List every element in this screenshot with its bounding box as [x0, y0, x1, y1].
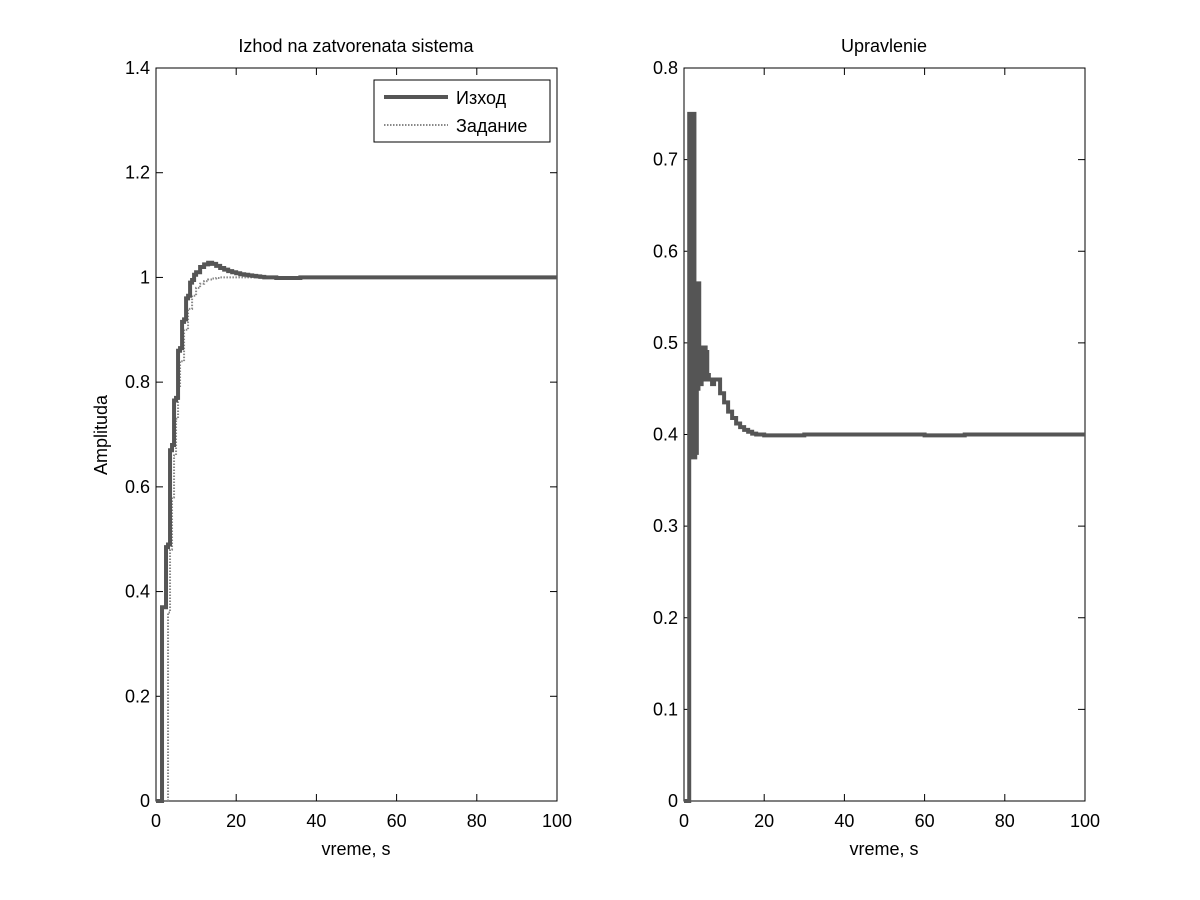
- x-tick-label: 60: [387, 811, 407, 831]
- series-line-output: [156, 260, 557, 803]
- control-plot-area: 0 20 40 60 80 100 0 0.1 0.2 0.3 0.4 0.5 0.6 0.7 0.8: [653, 58, 1100, 831]
- y-tick-label: 0.6: [125, 477, 150, 497]
- output-plot-area: 0 20 40 60 80 100 0 0.2 0.4 0.6 0.8 1 1.2 1.4: [125, 58, 572, 831]
- axes-frame: [155, 67, 558, 802]
- y-tick-label: 1: [140, 267, 150, 287]
- series-line-control: [684, 111, 1085, 803]
- y-tick-label: 0.4: [653, 425, 678, 445]
- x-tick-label: 40: [834, 811, 854, 831]
- y-tick-label: 1.4: [125, 58, 150, 78]
- y-tick-label: 0.8: [653, 58, 678, 78]
- y-tick-label: 0.3: [653, 516, 678, 536]
- y-tick-label: 1.2: [125, 163, 150, 183]
- y-tick-label: 0.1: [653, 699, 678, 719]
- x-tick-label: 100: [1070, 811, 1100, 831]
- x-tick-label: 0: [679, 811, 689, 831]
- y-tick-label: 0.8: [125, 372, 150, 392]
- control-chart-xlabel: vreme, s: [849, 839, 918, 859]
- y-tick-label: 0.2: [653, 608, 678, 628]
- x-tick-label: 100: [542, 811, 572, 831]
- x-tick-label: 80: [467, 811, 487, 831]
- output-chart-ylabel: Amplituda: [91, 394, 111, 475]
- y-tick-label: 0: [140, 791, 150, 811]
- y-tick-label: 0.6: [653, 241, 678, 261]
- legend-box: [373, 79, 551, 143]
- output-chart-title: Izhod na zatvorenata sistema: [238, 36, 474, 56]
- y-tick-label: 0.5: [653, 333, 678, 353]
- series-line-setpoint: [156, 276, 557, 802]
- legend-label-output: Изход: [456, 88, 507, 108]
- y-tick-label: 0.4: [125, 582, 150, 602]
- control-chart-title: Upravlenie: [841, 36, 927, 56]
- y-tick-label: 0.2: [125, 686, 150, 706]
- legend-label-setpoint: Задание: [456, 116, 527, 136]
- x-tick-label: 80: [995, 811, 1015, 831]
- y-tick-label: 0: [668, 791, 678, 811]
- x-tick-label: 60: [915, 811, 935, 831]
- output-legend: Изход Задание: [373, 79, 551, 143]
- x-tick-label: 20: [226, 811, 246, 831]
- control-chart: Upravlenie vreme, s 0 20 40 60 80 10000.10.20…: [653, 36, 1100, 859]
- x-tick-label: 0: [151, 811, 161, 831]
- output-chart: Izhod na zatvorenata sistema vreme, s Am…: [91, 36, 572, 859]
- x-tick-label: 40: [306, 811, 326, 831]
- y-tick-label: 0.7: [653, 150, 678, 170]
- x-tick-label: 20: [754, 811, 774, 831]
- output-chart-xlabel: vreme, s: [321, 839, 390, 859]
